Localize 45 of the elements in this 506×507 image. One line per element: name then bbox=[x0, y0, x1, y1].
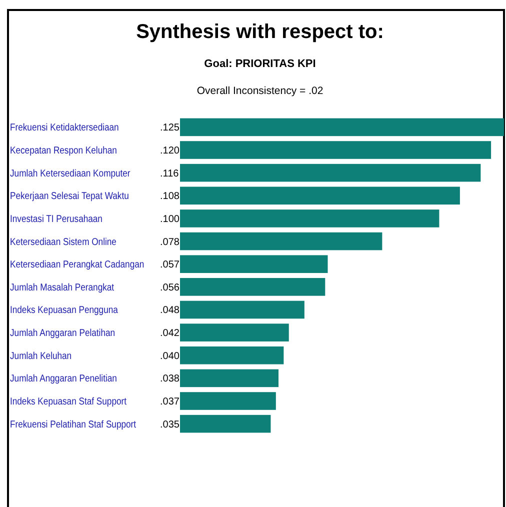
y-tick-label: Jumlah Anggaran Pelatihan bbox=[10, 327, 116, 338]
bar bbox=[180, 369, 278, 388]
data-label: .108 bbox=[160, 191, 180, 202]
data-label: .038 bbox=[160, 374, 180, 385]
bar bbox=[180, 414, 271, 433]
y-tick-label: Jumlah Anggaran Penelitian bbox=[10, 373, 117, 384]
data-label: .037 bbox=[160, 396, 180, 408]
data-label: .042 bbox=[160, 328, 180, 340]
y-tick-label: Pekerjaan Selesai Tepat Waktu bbox=[10, 190, 129, 202]
y-tick-label: Indeks Kepuasan Pengguna bbox=[10, 304, 119, 316]
bar bbox=[180, 164, 481, 182]
bar bbox=[180, 392, 276, 410]
data-label: .048 bbox=[160, 305, 180, 316]
bar bbox=[180, 300, 304, 319]
bar bbox=[180, 118, 504, 136]
data-label: .100 bbox=[160, 214, 180, 225]
bar bbox=[180, 255, 328, 273]
y-tick-label: Indeks Kepuasan Staf Support bbox=[10, 396, 127, 407]
y-tick-label: Ketersediaan Perangkat Cadangan bbox=[10, 259, 144, 270]
y-tick-label: Kecepatan Respon Keluhan bbox=[10, 144, 117, 156]
bar bbox=[180, 346, 284, 364]
y-tick-label: Jumlah Masalah Perangkat bbox=[10, 282, 114, 293]
y-tick-label: Investasi TI Perusahaan bbox=[10, 213, 102, 224]
data-label: .125 bbox=[160, 122, 180, 134]
bar bbox=[180, 210, 440, 228]
data-label: .120 bbox=[160, 146, 180, 156]
data-label: .040 bbox=[160, 350, 180, 362]
data-label: .116 bbox=[160, 168, 180, 180]
chart-title: Synthesis with respect to: bbox=[136, 21, 384, 43]
y-tick-label: Frekuensi Ketidaktersediaan bbox=[10, 122, 119, 133]
data-label: .035 bbox=[160, 419, 180, 430]
y-tick-label: Jumlah Ketersediaan Komputer bbox=[10, 168, 130, 178]
data-label: .057 bbox=[160, 260, 180, 271]
text: Overall Inconsistency = .02 bbox=[196, 85, 324, 97]
data-label: .078 bbox=[160, 236, 180, 248]
chart-subtitle: Goal: PRIORITAS KPI bbox=[204, 58, 316, 70]
y-tick-label: Frekuensi Pelatihan Staf Support bbox=[10, 418, 136, 430]
bar bbox=[180, 186, 460, 205]
y-tick-label: Jumlah Keluhan bbox=[10, 350, 72, 362]
bar bbox=[180, 278, 326, 296]
bar bbox=[180, 324, 289, 342]
bar bbox=[180, 232, 382, 250]
y-tick-label: Ketersediaan Sistem Online bbox=[10, 236, 116, 247]
data-label: .056 bbox=[160, 282, 180, 294]
bar bbox=[180, 141, 492, 159]
